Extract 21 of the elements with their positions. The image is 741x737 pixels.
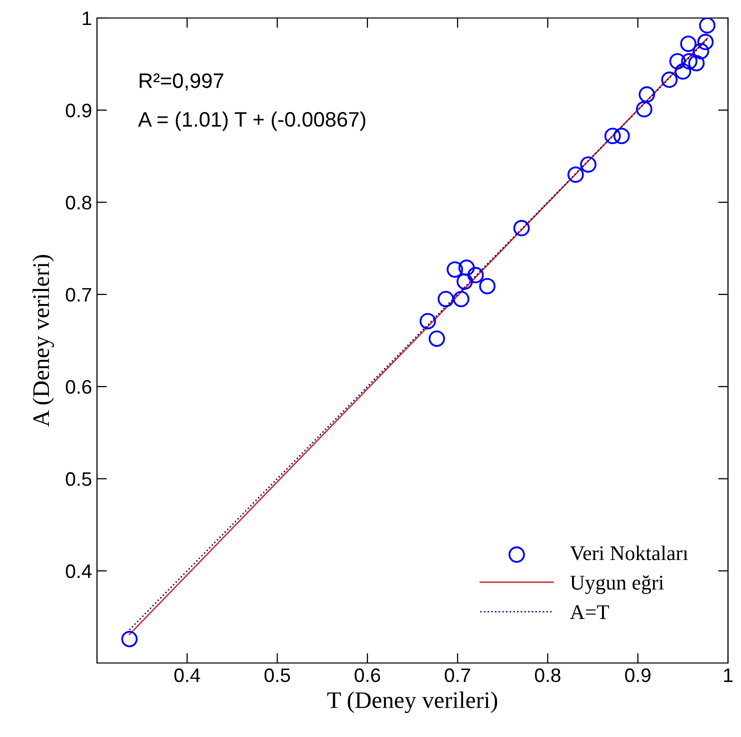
y-tick-label: 1: [82, 12, 92, 26]
x-axis-title: T (Deney verileri): [327, 692, 498, 714]
x-tick-label: 0.4: [174, 668, 200, 682]
legend-label: Veri Noktaları: [570, 546, 688, 560]
y-tick-label: 0.7: [66, 288, 92, 302]
y-tick-label: 0.9: [66, 104, 92, 118]
x-tick-label: 0.7: [444, 668, 470, 682]
y-tick-label: 0.4: [66, 564, 92, 578]
y-tick-label: 0.5: [66, 472, 92, 486]
annotation: R²=0,997: [140, 73, 224, 91]
y-tick-label: 0.6: [66, 380, 92, 394]
legend-label: Uygun eğri: [570, 575, 664, 594]
x-tick-label: 0.9: [625, 668, 650, 682]
legend-label: A=T: [570, 605, 610, 619]
x-tick-label: 0.5: [264, 668, 290, 682]
x-tick-label: 0.6: [354, 668, 380, 682]
x-tick-label: 0.8: [534, 668, 560, 682]
x-tick-label: 1: [724, 668, 732, 682]
y-axis-title: A (Deney verileri): [32, 255, 54, 427]
annotation: A = (1.01) T + (-0.00867): [138, 111, 366, 131]
y-tick-label: 0.8: [66, 196, 92, 210]
